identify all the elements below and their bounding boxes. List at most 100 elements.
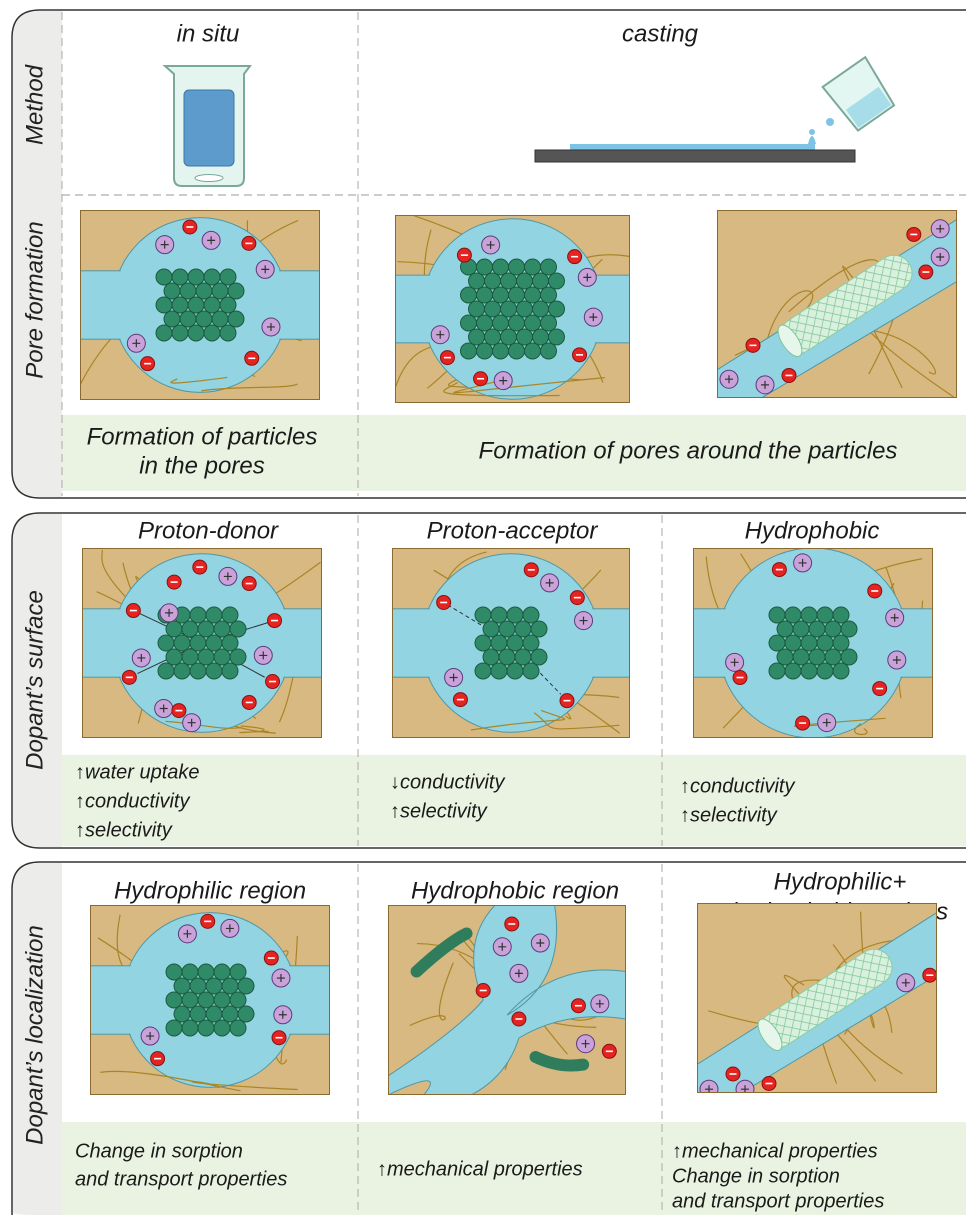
row-label: Dopant’s surface — [21, 590, 48, 770]
particle — [190, 607, 206, 623]
particle — [206, 663, 222, 679]
particle — [206, 635, 222, 651]
particle — [533, 273, 549, 289]
particle — [809, 649, 825, 665]
particle — [769, 607, 785, 623]
effect: ↑water uptake — [75, 761, 200, 783]
particle — [531, 621, 547, 637]
particle — [190, 978, 206, 994]
particle — [475, 635, 491, 651]
particle — [469, 301, 485, 317]
particle — [515, 621, 531, 637]
particle — [198, 649, 214, 665]
particle — [541, 287, 557, 303]
particle — [198, 621, 214, 637]
particle — [507, 607, 523, 623]
effect: ↑mechanical properties — [672, 1140, 878, 1162]
particle — [461, 315, 477, 331]
particle — [198, 964, 214, 980]
pore-scene — [717, 210, 957, 403]
row-label: Method — [21, 64, 48, 145]
pore-scene — [691, 548, 935, 738]
particle — [499, 621, 515, 637]
particle — [230, 992, 246, 1008]
particle — [833, 663, 849, 679]
pore-scene — [388, 905, 626, 1095]
particle — [517, 301, 533, 317]
particle — [166, 1020, 182, 1036]
particle — [206, 978, 222, 994]
particle — [777, 621, 793, 637]
effect: Change in sorption — [75, 1140, 243, 1162]
particle — [817, 635, 833, 651]
particle — [509, 343, 525, 359]
particle — [501, 301, 517, 317]
particle — [833, 607, 849, 623]
particle — [212, 311, 228, 327]
particle — [214, 964, 230, 980]
particle — [214, 621, 230, 637]
particle — [222, 1006, 238, 1022]
particle — [196, 283, 212, 299]
particle — [156, 269, 172, 285]
particle — [477, 343, 493, 359]
particle — [196, 311, 212, 327]
particle — [769, 635, 785, 651]
particle — [493, 259, 509, 275]
particle — [817, 607, 833, 623]
particle — [230, 621, 246, 637]
particle — [801, 607, 817, 623]
particle — [525, 259, 541, 275]
particle — [220, 325, 236, 341]
particle — [541, 259, 557, 275]
particle — [190, 663, 206, 679]
particle — [222, 635, 238, 651]
particle — [507, 635, 523, 651]
effect: Change in sorption — [672, 1165, 840, 1187]
particle — [182, 621, 198, 637]
particle — [517, 329, 533, 345]
particle — [180, 283, 196, 299]
particle — [156, 297, 172, 313]
particle — [515, 649, 531, 665]
column-title: casting — [622, 20, 699, 47]
effect: ↑selectivity — [390, 800, 488, 822]
row-label: Pore formation — [21, 221, 48, 378]
particle — [501, 273, 517, 289]
particle — [825, 649, 841, 665]
effect: ↑selectivity — [75, 819, 173, 841]
beaker-icon — [165, 66, 250, 186]
column-title: Proton-donor — [138, 517, 279, 544]
particle — [230, 649, 246, 665]
particle — [222, 663, 238, 679]
particle — [204, 325, 220, 341]
particle — [801, 663, 817, 679]
particle — [166, 964, 182, 980]
particle — [475, 607, 491, 623]
column-title: Hydrophilic+ — [774, 868, 907, 895]
particle — [793, 649, 809, 665]
particle — [525, 287, 541, 303]
particle — [190, 635, 206, 651]
column-title: Hydrophilic region — [114, 877, 306, 904]
particle — [533, 329, 549, 345]
particle — [230, 964, 246, 980]
particle — [180, 311, 196, 327]
particle — [501, 329, 517, 345]
caption: in the pores — [139, 452, 264, 479]
particle — [769, 663, 785, 679]
particle — [541, 315, 557, 331]
particle — [182, 649, 198, 665]
particle — [485, 301, 501, 317]
particle — [206, 1006, 222, 1022]
particle — [188, 325, 204, 341]
particle — [204, 269, 220, 285]
particle — [212, 283, 228, 299]
particle — [785, 635, 801, 651]
particle — [549, 301, 565, 317]
particle — [182, 964, 198, 980]
particle — [190, 1006, 206, 1022]
row-label: Dopant’s localization — [21, 925, 48, 1145]
particle — [477, 315, 493, 331]
particle — [491, 607, 507, 623]
